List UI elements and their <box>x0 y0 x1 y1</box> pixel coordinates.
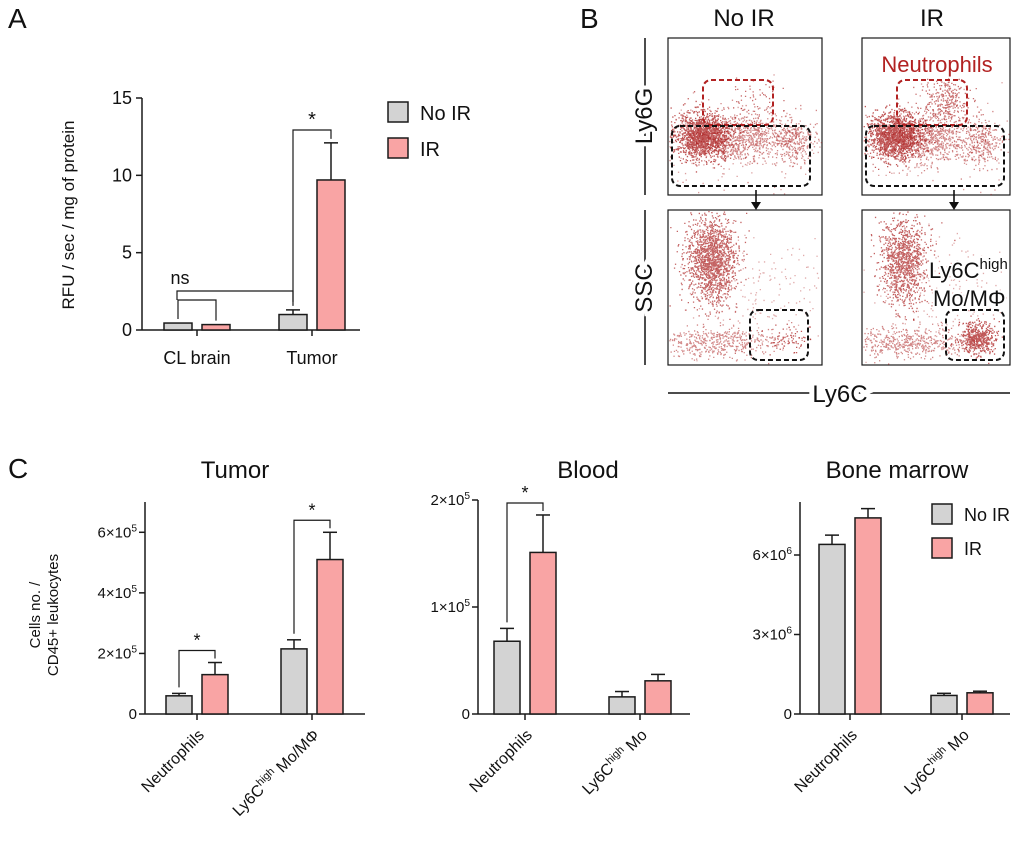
legend-label: IR <box>420 139 440 161</box>
panel-c-ylabel-line2: CD45+ leukocytes <box>45 554 62 676</box>
bar <box>316 179 346 331</box>
dot-cloud <box>669 211 750 354</box>
dot-cloud <box>950 315 1003 364</box>
dot-cloud <box>669 99 818 184</box>
y-tick-label: 3×106 <box>753 626 793 644</box>
dot-cloud <box>911 69 984 129</box>
dot-cloud <box>774 107 820 170</box>
annotation-star: * <box>193 631 200 651</box>
panel-c-ylabel-line1: Cells no. / <box>27 581 44 649</box>
dot-cloud <box>863 102 953 173</box>
annotation-star: * <box>308 500 315 520</box>
plot-ir-ssc <box>861 209 1011 366</box>
panel-a-chart: RFU / sec / mg of protein 0 5 10 15 CL brain… <box>59 88 471 368</box>
y-tick-label: 0 <box>784 706 792 723</box>
gate-ly6c-noir <box>749 309 809 361</box>
bracket <box>506 502 544 623</box>
annotation-star: * <box>308 109 316 131</box>
row-label-ly6g: Ly6G <box>631 88 658 144</box>
chart-title: Blood <box>557 457 618 484</box>
bar <box>854 517 882 715</box>
col-title-noir: No IR <box>713 5 774 32</box>
gate-label-neutrophils: Neutrophils <box>881 52 992 77</box>
bracket-star <box>292 129 332 302</box>
x-tick-label: Tumor <box>286 348 337 368</box>
y-tick-label: 0 <box>129 706 137 723</box>
annotation-ns: ns <box>170 268 189 288</box>
bar <box>201 323 231 331</box>
y-tick-label: 4×105 <box>98 584 138 602</box>
bracket <box>293 519 331 634</box>
y-tick-label: 15 <box>112 88 132 108</box>
bar <box>644 680 672 715</box>
y-tick-label: 0 <box>462 706 470 723</box>
bar <box>201 673 229 715</box>
legend-swatch <box>387 137 409 159</box>
dot-cloud <box>870 211 956 333</box>
gate-neutrophils-ir <box>896 79 968 126</box>
y-tick-label: 0 <box>122 320 132 340</box>
gate-neutrophils-noir <box>702 79 774 126</box>
bar <box>529 551 557 715</box>
bar <box>280 648 308 715</box>
legend-swatch <box>931 537 953 559</box>
x-tick-label: Ly6Chigh Mo <box>900 725 973 798</box>
panel-a-ylabel: RFU / sec / mg of protein <box>59 121 78 310</box>
chart-tumor: Tumor 0 2×105 4×105 6×105 Neutrophils Ly6Chigh… <box>98 457 365 820</box>
gate-label-momphi: Mo/MΦ <box>933 286 1006 311</box>
legend-label: No IR <box>964 505 1010 525</box>
bar <box>163 322 193 331</box>
chart-title: Bone marrow <box>826 457 969 484</box>
panel-c-letter: C <box>8 453 28 484</box>
y-tick-label: 10 <box>112 165 132 185</box>
gate-cd45-noir <box>671 125 811 187</box>
y-tick-label: 1×105 <box>431 598 471 616</box>
y-tick-label: 5 <box>122 243 132 263</box>
chart-blood: Blood 0 1×105 2×105 Neutrophils Ly6Chigh Mo * <box>431 457 690 798</box>
panel-c-charts: Cells no. / CD45+ leukocytes Tumor 0 2×105… <box>27 457 1010 820</box>
y-tick-label: 2×105 <box>431 491 471 509</box>
chart-title: Tumor <box>201 457 269 484</box>
bar <box>165 695 193 715</box>
x-tick-label: Neutrophils <box>139 727 208 796</box>
x-axis-label-ly6c: Ly6C <box>812 381 867 408</box>
plot-noir-ssc <box>667 209 823 366</box>
bracket <box>178 649 216 688</box>
legend-label: No IR <box>420 103 471 125</box>
x-tick-label: Ly6Chigh Mo <box>578 725 651 798</box>
x-tick-label: Neutrophils <box>792 727 861 796</box>
x-tick-label: CL brain <box>163 348 230 368</box>
y-tick-label: 2×105 <box>98 644 138 662</box>
bar <box>930 694 958 715</box>
panel-a-letter: A <box>8 3 27 34</box>
dot-cloud <box>864 94 1003 180</box>
gate-ly6c-ir <box>945 309 1005 361</box>
bar <box>818 543 846 715</box>
gate-cd45-ir <box>865 125 1005 187</box>
bracket-inner <box>177 299 217 321</box>
bracket-ns <box>176 290 294 306</box>
legend-swatch <box>931 503 953 525</box>
x-tick-label: Neutrophils <box>467 727 536 796</box>
bar <box>493 640 521 715</box>
bar <box>608 696 636 715</box>
annotation-star: * <box>521 483 528 503</box>
col-title-ir: IR <box>920 5 944 32</box>
y-tick-label: 6×105 <box>98 523 138 541</box>
legend-swatch <box>387 101 409 123</box>
panel-b-letter: B <box>580 3 599 34</box>
row-label-ssc: SSC <box>631 263 658 312</box>
bar <box>966 692 994 715</box>
y-tick-label: 6×106 <box>753 546 793 564</box>
gate-arrow-head <box>949 202 959 210</box>
bar <box>278 313 308 331</box>
dot-cloud <box>863 316 987 365</box>
gate-label-ly6c: Ly6Chigh <box>929 256 1008 283</box>
panel-b-flow: No IR IR Ly6G SSC Ly6C Neutrophils Ly6Chi… <box>627 5 1011 413</box>
legend-label: IR <box>964 539 982 559</box>
gate-arrow-head <box>751 202 761 210</box>
bar <box>316 558 344 715</box>
x-tick-label: Ly6Chigh Mo/MΦ <box>228 725 323 820</box>
